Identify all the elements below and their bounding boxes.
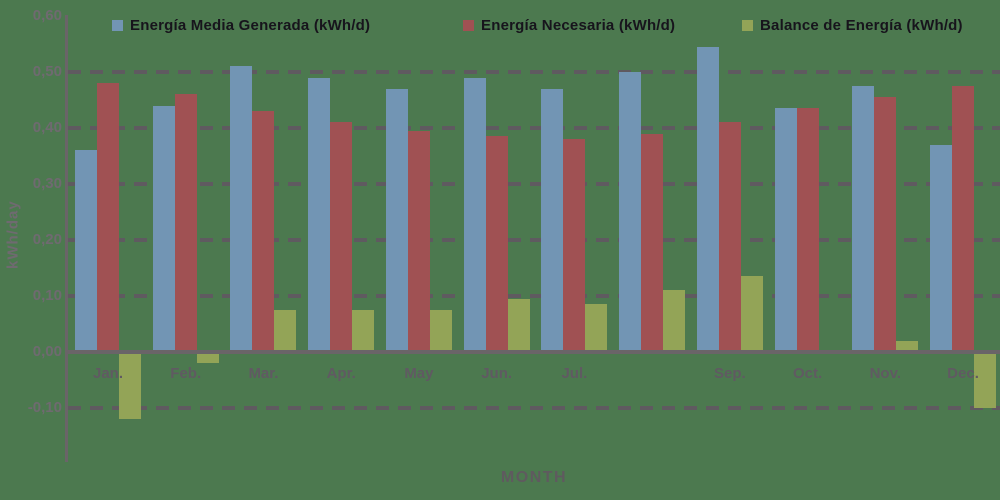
x-tick-label-Jul: Jul. — [561, 365, 588, 382]
legend-entry-balance: Balance de Energía (kWh/d) — [742, 17, 963, 34]
bar-series2-month11 — [974, 352, 996, 408]
bar-series0-month4 — [386, 88, 408, 352]
x-tick-label-May: May — [404, 365, 434, 382]
x-tick-label-Mar: Mar. — [248, 365, 279, 382]
bar-series1-month3 — [330, 122, 352, 352]
bar-series1-month8 — [719, 122, 741, 352]
bar-series1-month7 — [641, 133, 663, 352]
y-tick-label-0,50: 0,50 — [32, 63, 62, 80]
legend-swatch-balance-icon — [742, 20, 753, 31]
bar-series1-month2 — [252, 111, 274, 352]
gridline-0,30 — [68, 182, 1000, 186]
gridline-0,50 — [68, 70, 1000, 74]
bar-series1-month10 — [874, 97, 896, 352]
bar-series2-month6 — [585, 304, 607, 352]
x-tick-label-Dec: Dec. — [947, 365, 979, 382]
x-tick-label-Jan: Jan. — [92, 365, 123, 382]
bar-series0-month1 — [153, 105, 175, 352]
bar-series1-month6 — [563, 139, 585, 352]
bar-series0-month2 — [230, 66, 252, 352]
bar-series0-month11 — [930, 144, 952, 352]
bar-series2-month4 — [430, 310, 452, 352]
bar-series1-month0 — [97, 83, 119, 352]
gridline--0,10 — [68, 406, 1000, 410]
y-tick-label-0,20: 0,20 — [32, 231, 62, 248]
bar-series0-month3 — [308, 77, 330, 352]
legend-entry-generada: Energía Media Generada (kWh/d) — [112, 17, 370, 34]
y-tick-label-0,30: 0,30 — [32, 175, 62, 192]
bar-series0-month9 — [775, 108, 797, 352]
y-tick-label-0,10: 0,10 — [32, 287, 62, 304]
bar-series2-month2 — [274, 310, 296, 352]
legend-swatch-necesaria-icon — [463, 20, 474, 31]
legend-label-balance: Balance de Energía (kWh/d) — [760, 17, 963, 34]
bar-series0-month6 — [541, 88, 563, 352]
x-axis-baseline — [65, 350, 1000, 354]
x-axis-title: MONTH — [500, 469, 568, 486]
x-tick-label-Jun: Jun. — [481, 365, 513, 382]
bar-series1-month5 — [486, 136, 508, 352]
gridline-0,10 — [68, 294, 1000, 298]
gridline-0,20 — [68, 238, 1000, 242]
y-tick-label-0,00: 0,00 — [32, 343, 62, 360]
y-tick-label--0,10: -0,10 — [27, 399, 62, 416]
bar-series2-month7 — [663, 290, 685, 352]
bar-series1-month4 — [408, 130, 430, 352]
legend-swatch-generada-icon — [112, 20, 123, 31]
bar-series1-month9 — [797, 108, 819, 352]
bar-series0-month0 — [75, 150, 97, 352]
x-tick-label-Apr: Apr. — [326, 365, 356, 382]
bar-series2-month3 — [352, 310, 374, 352]
bar-series0-month7 — [619, 72, 641, 352]
x-tick-label-Oct: Oct. — [792, 365, 823, 382]
y-tick-label-0,40: 0,40 — [32, 119, 62, 136]
x-tick-label-Sep: Sep. — [713, 365, 746, 382]
bar-series2-month5 — [508, 298, 530, 352]
bar-series2-month8 — [741, 276, 763, 352]
bar-series1-month11 — [952, 86, 974, 352]
x-tick-label-Feb: Feb. — [170, 365, 202, 382]
x-tick-label-Nov: Nov. — [869, 365, 901, 382]
bar-series0-month8 — [697, 46, 719, 352]
bar-series2-month1 — [197, 352, 219, 364]
gridline-0,40 — [68, 126, 1000, 130]
bar-series2-month10 — [896, 340, 918, 352]
bar-series0-month10 — [852, 86, 874, 352]
legend-label-generada: Energía Media Generada (kWh/d) — [130, 17, 371, 34]
bar-series1-month1 — [175, 94, 197, 352]
legend-entry-necesaria: Energía Necesaria (kWh/d) — [463, 17, 675, 34]
y-axis-line — [65, 15, 68, 462]
y-tick-label-0,60: 0,60 — [32, 7, 62, 24]
bar-series2-month0 — [119, 352, 141, 420]
bar-series0-month5 — [464, 77, 486, 352]
legend-label-necesaria: Energía Necesaria (kWh/d) — [481, 17, 676, 34]
